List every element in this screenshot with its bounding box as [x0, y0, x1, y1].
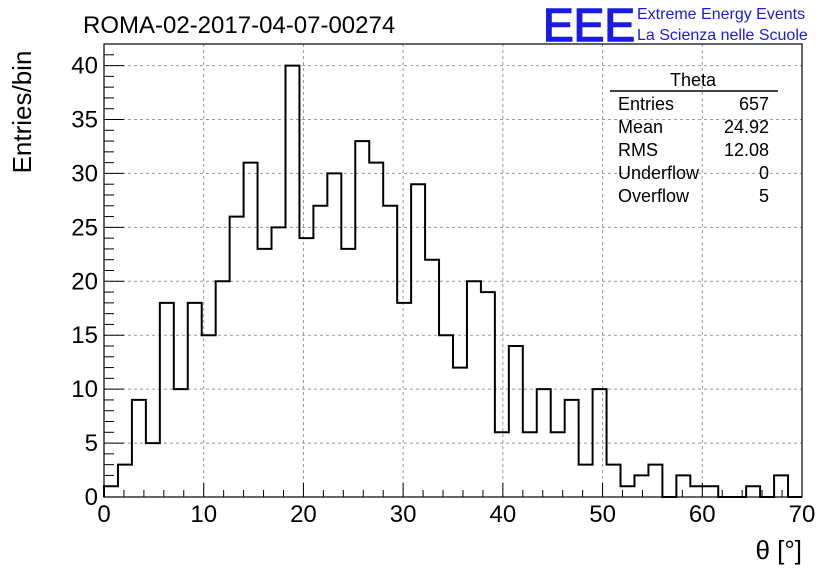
- y-axis: 0 5 10 15 20 25 30 35 40: [71, 43, 124, 511]
- y-tick-label: 20: [71, 268, 98, 295]
- y-tick-label: 0: [85, 484, 98, 511]
- x-axis-label: θ [°]: [755, 535, 802, 565]
- stats-label-underflow: Underflow: [618, 163, 700, 183]
- stats-value-overflow: 5: [759, 186, 769, 206]
- x-tick-label: 60: [689, 501, 716, 528]
- x-tick-label: 40: [490, 501, 517, 528]
- x-tick-label: 30: [390, 501, 417, 528]
- x-tick-label: 0: [97, 501, 110, 528]
- x-tick-label: 70: [789, 501, 816, 528]
- stats-label-rms: RMS: [618, 140, 658, 160]
- y-tick-label: 10: [71, 376, 98, 403]
- logo-line1: Extreme Energy Events: [637, 6, 805, 23]
- x-tick-label: 10: [190, 501, 217, 528]
- stats-label-overflow: Overflow: [618, 186, 690, 206]
- stats-value-mean: 24.92: [724, 117, 769, 137]
- stats-box: Theta Entries 657 Mean 24.92 RMS 12.08 Underfl…: [610, 70, 778, 206]
- x-tick-label: 50: [589, 501, 616, 528]
- grid-lines: [104, 44, 802, 497]
- eee-logo: EEE Extreme Energy Events La Scienza nel…: [542, 0, 808, 52]
- stats-value-rms: 12.08: [724, 140, 769, 160]
- x-tick-label: 20: [290, 501, 317, 528]
- y-tick-label: 35: [71, 107, 98, 134]
- y-tick-label: 5: [85, 430, 98, 457]
- stats-value-entries: 657: [739, 94, 769, 114]
- logo-mark: EEE: [543, 0, 635, 51]
- stats-value-underflow: 0: [759, 163, 769, 183]
- stats-title: Theta: [670, 70, 717, 90]
- chart-title: ROMA-02-2017-04-07-00274: [83, 12, 395, 39]
- y-tick-label: 30: [71, 160, 98, 187]
- stats-label-entries: Entries: [618, 94, 674, 114]
- y-tick-label: 15: [71, 322, 98, 349]
- y-tick-label: 25: [71, 214, 98, 241]
- stats-label-mean: Mean: [618, 117, 663, 137]
- x-axis: 0 10 20 30 40 50 60 70: [97, 483, 815, 528]
- logo-line2: La Scienza nelle Scuole: [637, 27, 808, 44]
- plot-frame: [103, 43, 803, 498]
- y-axis-label: Entries/bin: [7, 51, 37, 174]
- y-tick-label: 40: [71, 53, 98, 80]
